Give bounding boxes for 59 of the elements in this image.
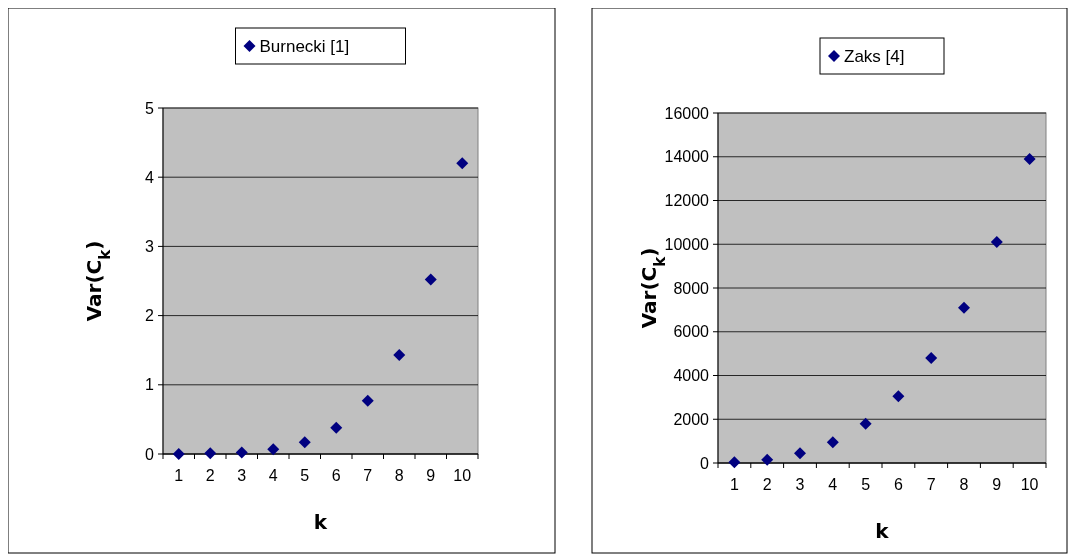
x-tick-label: 4 [828, 476, 838, 493]
y-tick-label: 10000 [664, 235, 710, 253]
y-tick-label: 12000 [664, 192, 710, 210]
point [172, 448, 185, 460]
point [925, 352, 938, 364]
x-tick-label: 10 [453, 467, 472, 484]
point [456, 157, 469, 170]
x-tick-label: 5 [300, 467, 310, 484]
x-tick-label: 7 [363, 467, 373, 484]
point [794, 447, 806, 460]
y-tick-label: 14000 [664, 148, 710, 166]
x-tick-label: 2 [762, 476, 772, 493]
x-tick-label: 8 [394, 467, 404, 484]
y-tick-label: 3 [145, 238, 155, 255]
point [235, 446, 248, 459]
y-tick-label: 8000 [673, 279, 710, 297]
legend-label: Burnecki [1] [259, 36, 350, 56]
point [958, 301, 970, 314]
x-tick-label: 1 [729, 476, 739, 493]
y-tick-label: 0 [700, 454, 710, 472]
x-tick-label: 7 [926, 476, 936, 493]
x-tick-label: 4 [268, 467, 278, 484]
x-tick-label: 3 [795, 476, 805, 493]
point [204, 447, 217, 460]
point [298, 436, 311, 449]
y-tick-label: 4 [145, 168, 155, 186]
x-axis-title: k [875, 519, 890, 543]
x-tick-label: 8 [959, 476, 969, 493]
point [761, 453, 774, 466]
x-tick-label: 1 [174, 467, 184, 484]
point [892, 390, 905, 403]
point [267, 443, 280, 456]
x-tick-label: 2 [205, 467, 215, 484]
point [361, 394, 374, 407]
y-tick-label: 2000 [673, 410, 710, 428]
point [330, 421, 343, 434]
point [393, 349, 406, 362]
x-tick-label: 5 [861, 476, 871, 493]
y-tick-label: 16000 [664, 104, 710, 122]
y-tick-label: 6000 [673, 323, 710, 341]
x-tick-label: 3 [237, 467, 247, 484]
y-tick-label: 5 [145, 99, 155, 117]
x-axis-title: k [313, 510, 328, 534]
point [990, 236, 1003, 249]
point [424, 273, 437, 286]
legend-label: Zaks [4] [844, 46, 905, 66]
x-tick-label: 6 [331, 467, 341, 484]
x-tick-label: 9 [992, 476, 1002, 493]
y-tick-label: 0 [145, 445, 155, 463]
x-tick-label: 10 [1020, 476, 1039, 493]
point [728, 456, 741, 469]
y-tick-label: 2 [145, 307, 155, 325]
y-tick-label: 1 [145, 376, 155, 394]
x-tick-label: 6 [893, 476, 903, 493]
x-tick-label: 9 [426, 467, 436, 484]
point [859, 417, 872, 430]
y-tick-label: 4000 [673, 367, 710, 385]
point [826, 436, 839, 449]
point [1023, 152, 1036, 165]
